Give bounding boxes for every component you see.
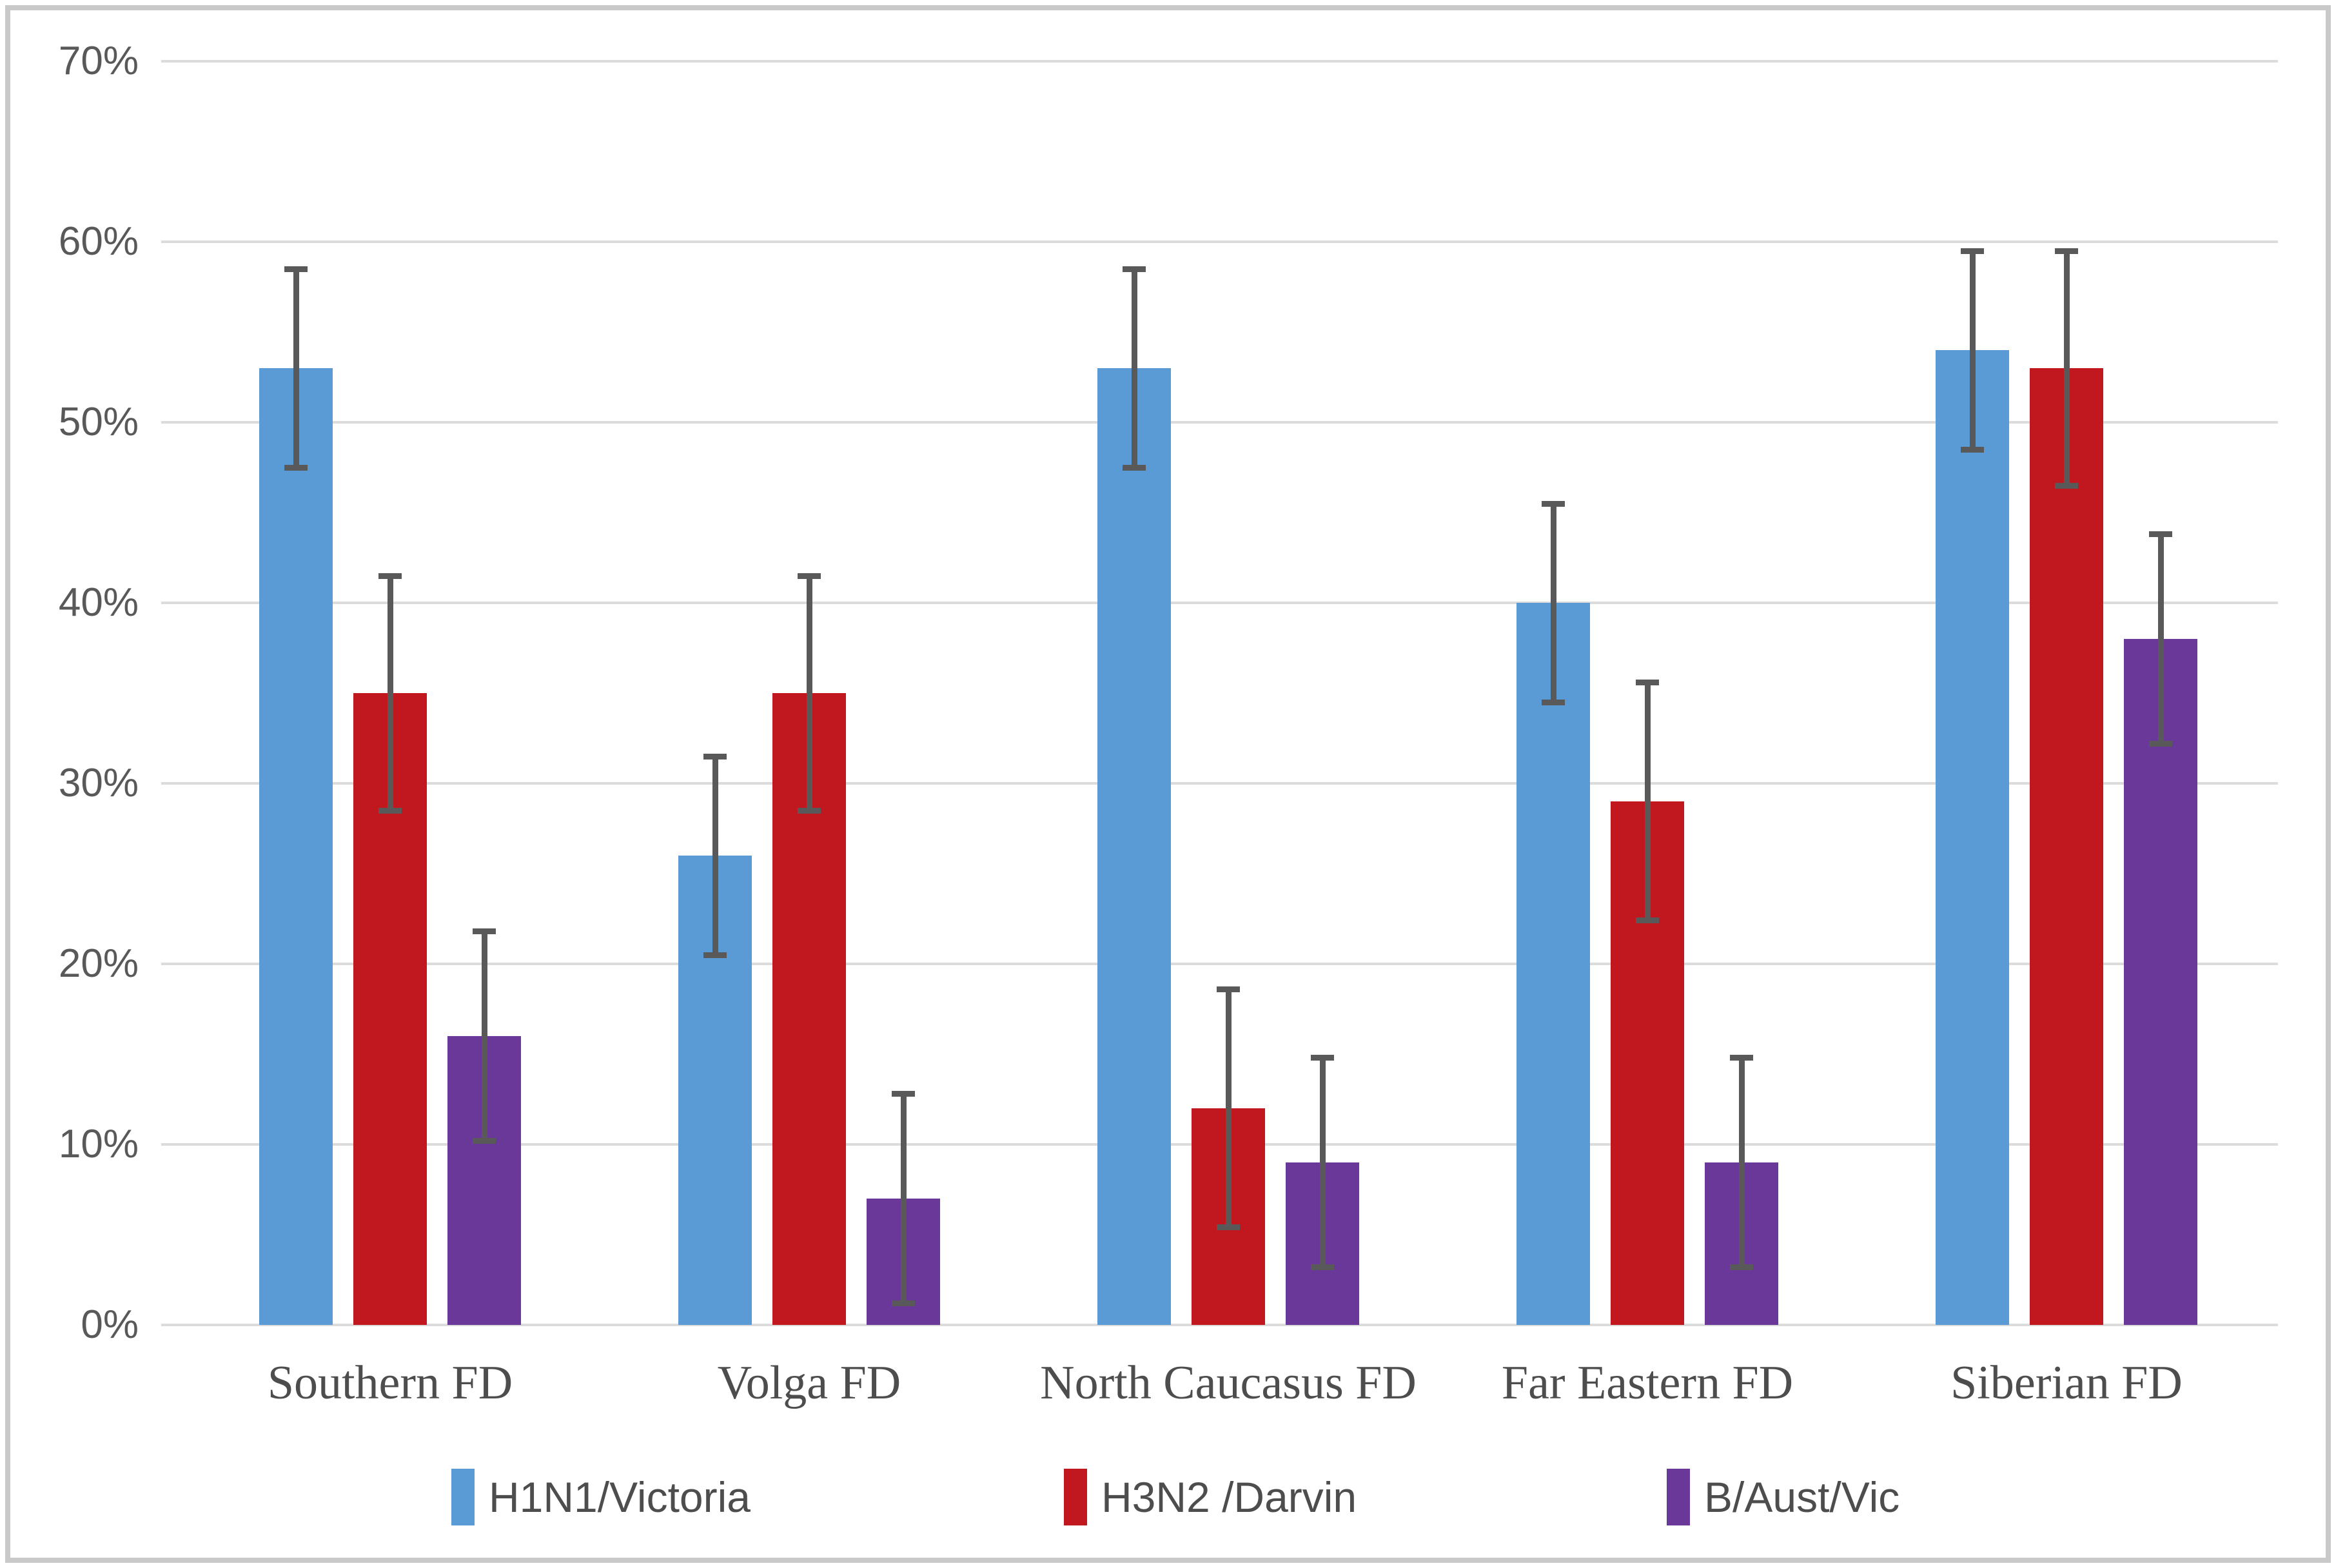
error-bar-line bbox=[806, 576, 812, 810]
error-bar-line bbox=[1644, 682, 1651, 921]
error-bar-line bbox=[387, 576, 393, 810]
gridline bbox=[161, 240, 2278, 243]
error-bar-cap-bottom bbox=[1636, 917, 1659, 924]
error-bar-cap-top bbox=[2055, 248, 2078, 254]
bar-h1n1-victoria-3 bbox=[1097, 368, 1171, 1325]
y-tick-label: 50% bbox=[58, 400, 139, 444]
x-category-label: Siberian FD bbox=[1950, 1357, 2183, 1409]
chart-border bbox=[5, 5, 2331, 1563]
legend-label: H1N1/Victoria bbox=[489, 1473, 751, 1521]
error-bar-line bbox=[1131, 269, 1137, 467]
error-bar-line bbox=[293, 269, 299, 467]
legend-item-b-aust-vic: B/Aust/Vic bbox=[1667, 1469, 1899, 1525]
legend-swatch-icon bbox=[1667, 1469, 1690, 1525]
y-tick-label: 40% bbox=[58, 580, 139, 625]
error-bar-line bbox=[1969, 251, 1976, 449]
legend-label: B/Aust/Vic bbox=[1704, 1473, 1900, 1521]
bar-h3n2-darvin-5 bbox=[2030, 368, 2103, 1325]
bar-b-aust-vic-5 bbox=[2124, 639, 2197, 1325]
error-bar-cap-top bbox=[284, 266, 308, 272]
error-bar-cap-top bbox=[1542, 500, 1565, 507]
legend-swatch-icon bbox=[451, 1469, 475, 1525]
error-bar-cap-bottom bbox=[1217, 1224, 1240, 1231]
error-bar-cap-bottom bbox=[798, 807, 821, 814]
error-bar-line bbox=[900, 1093, 907, 1304]
error-bar-cap-top bbox=[1311, 1055, 1334, 1061]
error-bar-line bbox=[2063, 251, 2070, 485]
error-bar-cap-bottom bbox=[473, 1137, 496, 1144]
error-bar-line bbox=[1225, 989, 1232, 1228]
bar-h1n1-victoria-5 bbox=[1936, 350, 2009, 1325]
error-bar-cap-top bbox=[703, 753, 727, 760]
legend-swatch-icon bbox=[1064, 1469, 1087, 1525]
x-category-label: Southern FD bbox=[267, 1357, 513, 1409]
x-category-label: North Caucasus FD bbox=[1040, 1357, 1417, 1409]
error-bar-cap-top bbox=[892, 1091, 915, 1097]
x-category-label: Far Eastern FD bbox=[1501, 1357, 1794, 1409]
error-bar-line bbox=[712, 756, 718, 955]
error-bar-cap-top bbox=[378, 573, 402, 579]
legend-item-h1n1-victoria: H1N1/Victoria bbox=[451, 1469, 751, 1525]
y-tick-label: 30% bbox=[58, 761, 139, 805]
error-bar-cap-bottom bbox=[284, 464, 308, 471]
gridline bbox=[161, 963, 2278, 965]
error-bar-cap-top bbox=[1636, 679, 1659, 685]
error-bar-cap-top bbox=[1730, 1055, 1753, 1061]
error-bar-cap-bottom bbox=[378, 807, 402, 814]
error-bar-cap-bottom bbox=[1123, 464, 1146, 471]
error-bar-cap-bottom bbox=[2055, 482, 2078, 489]
gridline bbox=[161, 782, 2278, 785]
bar-h1n1-victoria-4 bbox=[1516, 603, 1590, 1325]
y-tick-label: 20% bbox=[58, 941, 139, 986]
bar-h1n1-victoria-1 bbox=[259, 368, 333, 1325]
error-bar-line bbox=[1319, 1057, 1326, 1268]
legend-item-h3n2-darvin: H3N2 /Darvin bbox=[1064, 1469, 1357, 1525]
legend-label: H3N2 /Darvin bbox=[1101, 1473, 1357, 1521]
error-bar-cap-bottom bbox=[892, 1300, 915, 1306]
error-bar-cap-bottom bbox=[1542, 699, 1565, 705]
error-bar-cap-top bbox=[1123, 266, 1146, 272]
error-bar-cap-bottom bbox=[1961, 446, 1984, 453]
gridline bbox=[161, 60, 2278, 63]
y-tick-label: 0% bbox=[81, 1302, 139, 1347]
error-bar-cap-top bbox=[798, 573, 821, 579]
error-bar-line bbox=[2157, 534, 2164, 744]
error-bar-cap-top bbox=[2149, 531, 2172, 538]
gridline bbox=[161, 421, 2278, 424]
error-bar-cap-top bbox=[473, 928, 496, 935]
error-bar-line bbox=[481, 931, 487, 1141]
error-bar-cap-bottom bbox=[2149, 740, 2172, 747]
error-bar-cap-top bbox=[1217, 986, 1240, 992]
y-tick-label: 10% bbox=[58, 1122, 139, 1166]
y-tick-label: 60% bbox=[58, 219, 139, 264]
y-tick-label: 70% bbox=[58, 39, 139, 83]
x-category-label: Volga FD bbox=[717, 1357, 901, 1409]
error-bar-line bbox=[1738, 1057, 1745, 1268]
gridline bbox=[161, 602, 2278, 604]
error-bar-cap-top bbox=[1961, 248, 1984, 254]
error-bar-cap-bottom bbox=[1730, 1264, 1753, 1270]
x-axis-line bbox=[161, 1324, 2278, 1326]
error-bar-cap-bottom bbox=[1311, 1264, 1334, 1270]
error-bar-line bbox=[1550, 504, 1556, 702]
error-bar-cap-bottom bbox=[703, 952, 727, 958]
